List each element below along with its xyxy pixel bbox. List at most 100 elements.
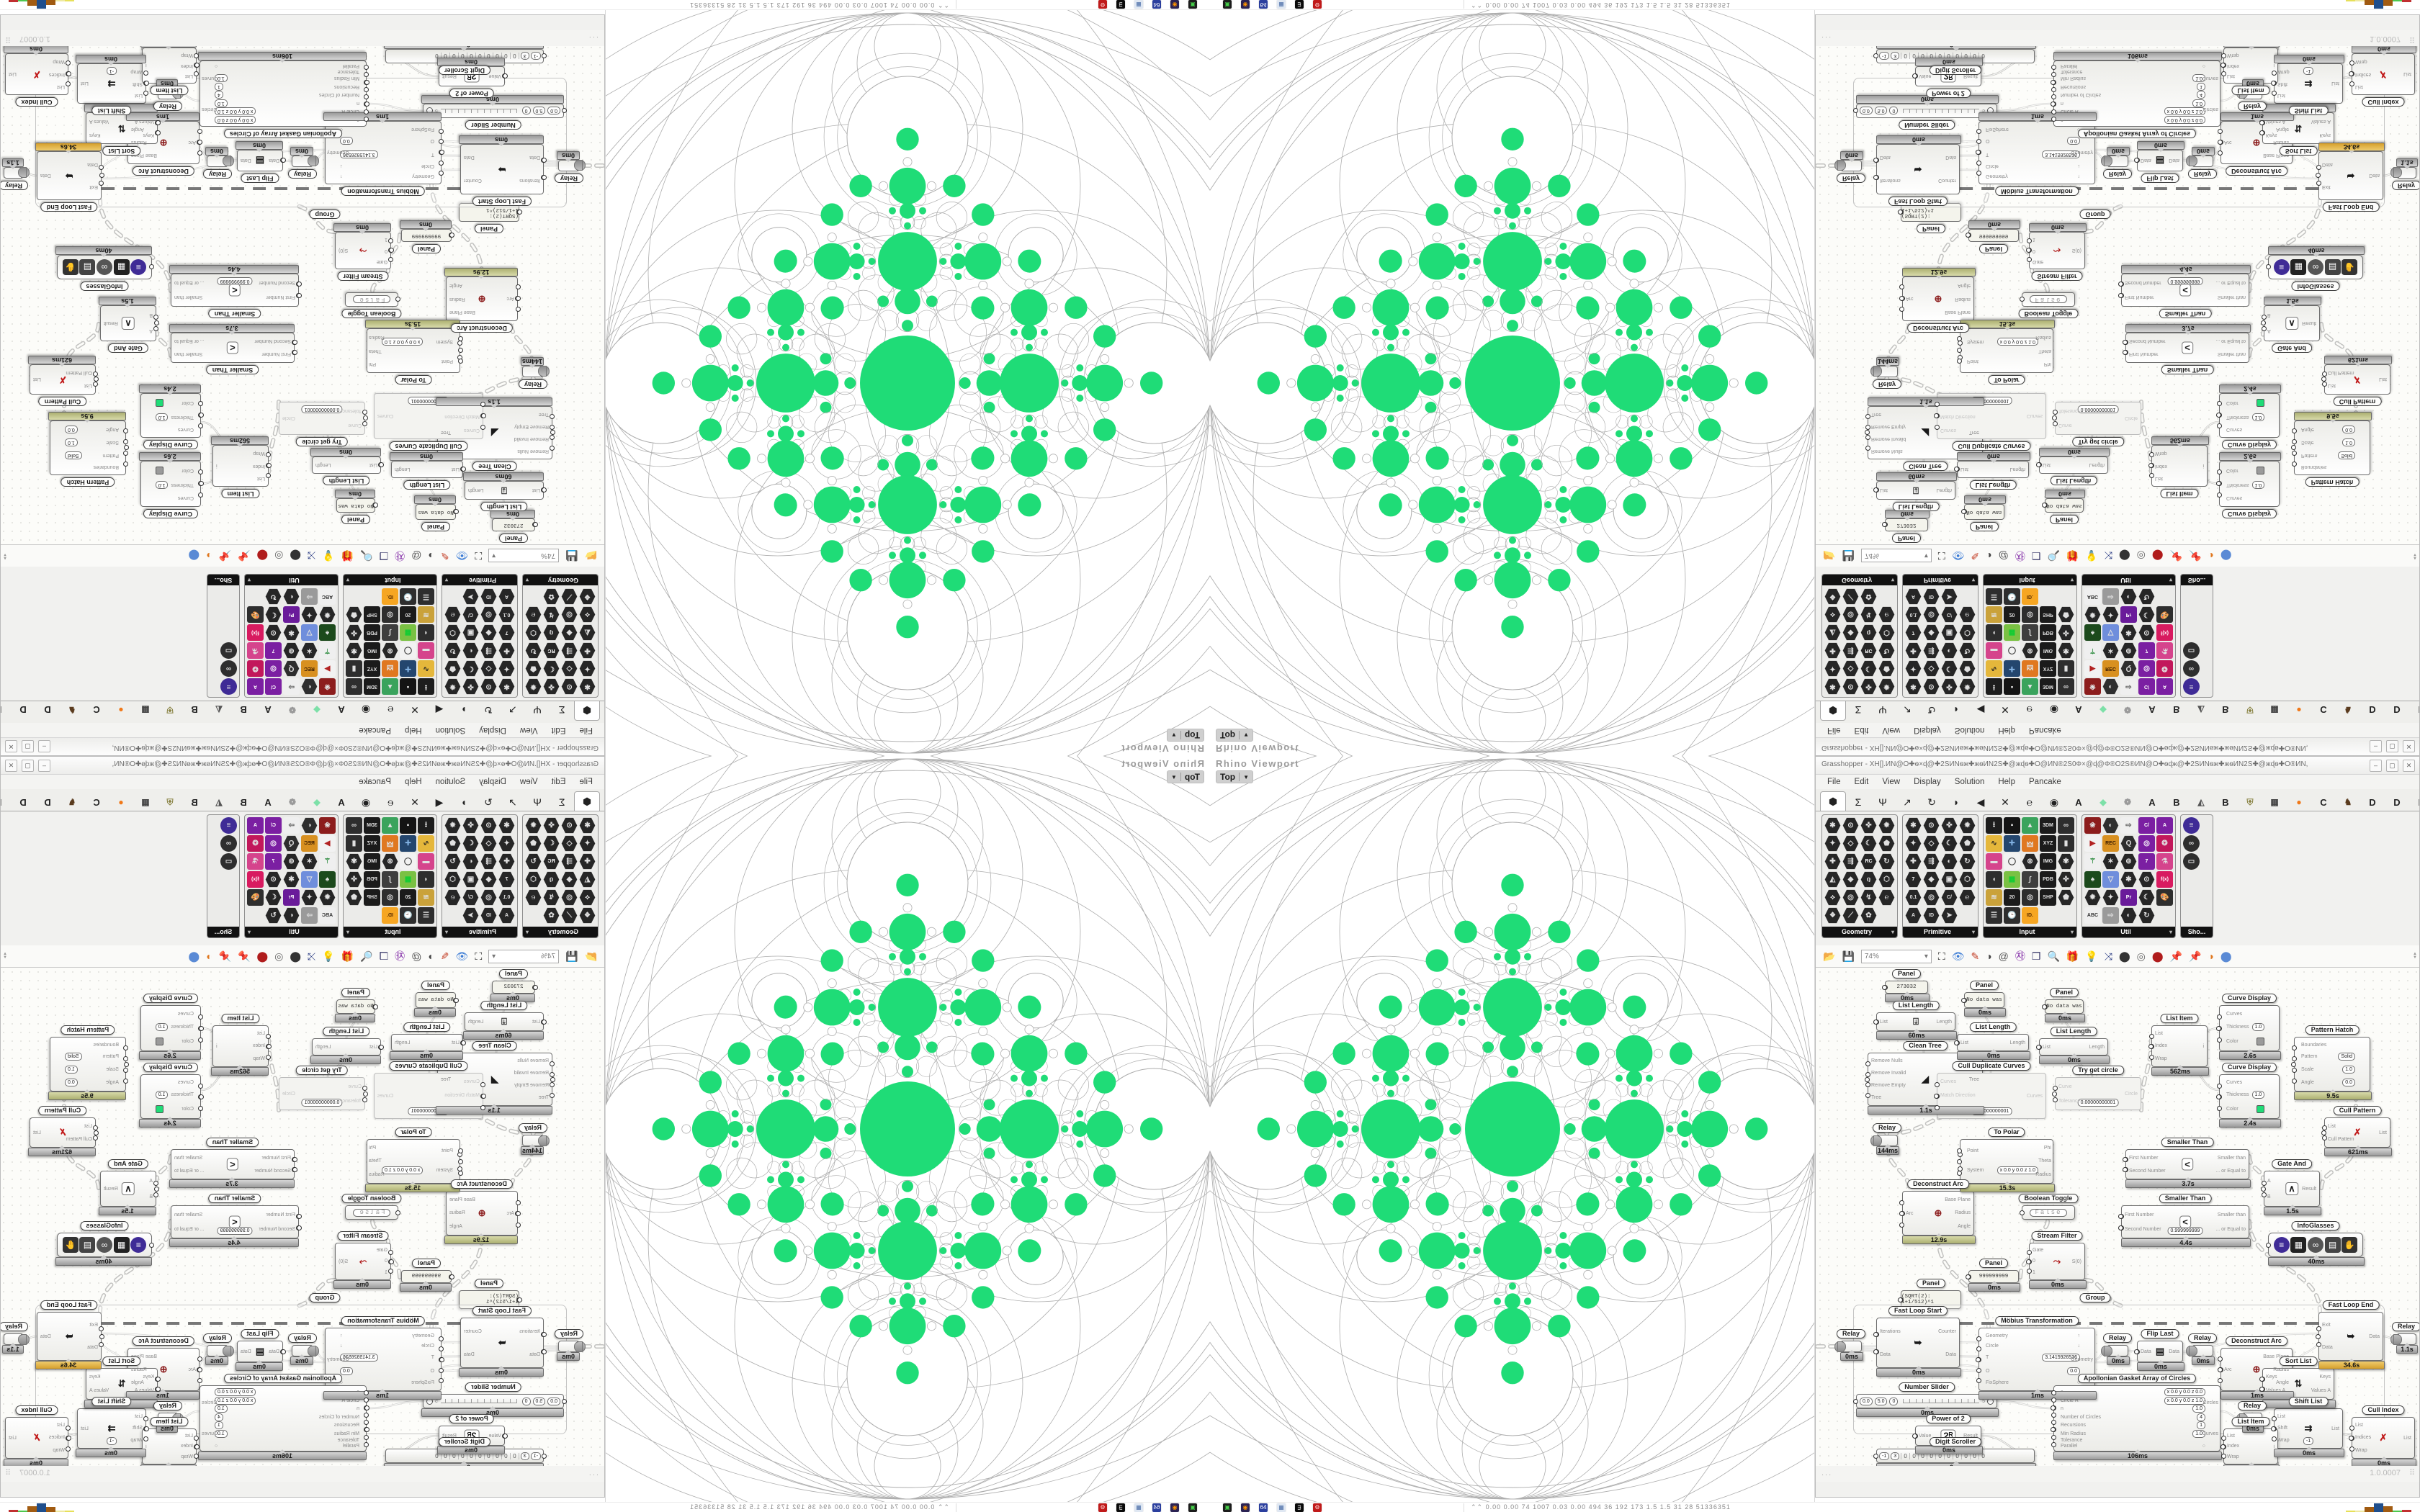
- node-label[interactable]: Power of 2: [449, 89, 494, 98]
- preview-solid-icon[interactable]: ◑: [428, 550, 434, 562]
- node-body-pattern-hatch[interactable]: Boundaries Pattern Solid Scale 1.0 Angle 0.0: [50, 420, 126, 475]
- palette-icon[interactable]: 🕒: [400, 907, 416, 924]
- palette-icon[interactable]: ⊙: [265, 871, 282, 888]
- rhino-viewport[interactable]: Rhino Viewport Top ▼: [1210, 10, 1815, 756]
- palette-icon[interactable]: ⚚: [2084, 853, 2101, 870]
- node-body-panel[interactable]: No data was: [416, 504, 456, 520]
- tab-icon-5[interactable]: ◗: [1944, 793, 1968, 811]
- node-label[interactable]: List Length: [480, 1001, 528, 1010]
- node-label[interactable]: Boolean Toggle: [2018, 309, 2079, 318]
- node-body-panel[interactable]: (SQRT(2): 1+1/512)^1: [1901, 1290, 1961, 1309]
- node-label[interactable]: Power of 2: [1926, 1414, 1971, 1423]
- tab-icon-6[interactable]: ◀: [1968, 701, 1993, 719]
- palette-icon[interactable]: ∞: [346, 817, 362, 834]
- preview-eye-icon[interactable]: 👁: [455, 550, 469, 562]
- open-folder-icon[interactable]: 📂: [584, 950, 597, 962]
- port-dot[interactable]: [2118, 292, 2123, 298]
- sphere-dark-icon[interactable]: ⬤: [2118, 950, 2130, 962]
- palette-icon[interactable]: 🕒: [400, 588, 416, 605]
- node-body-cull-index[interactable]: List Indices Wrap List ✗: [5, 1417, 68, 1459]
- node-label[interactable]: Möbius Transformation: [1995, 1316, 2079, 1326]
- palette-icon[interactable]: ▬: [418, 642, 434, 659]
- tab-plugin-2[interactable]: ❁: [2123, 797, 2132, 807]
- node-label[interactable]: List Item: [2231, 86, 2270, 95]
- search-s-icon[interactable]: 🔍: [2047, 550, 2060, 562]
- port-dot[interactable]: [266, 1054, 271, 1060]
- palette-icon[interactable]: ABC: [2084, 588, 2101, 605]
- infoglasses-icon[interactable]: ∞: [97, 259, 113, 275]
- node-body-shift-list[interactable]: List Shift Wrap List ⇉ -1: [77, 63, 146, 104]
- rhino-icon[interactable]: ᴟ: [1295, 1503, 1304, 1512]
- palette-icon[interactable]: ⊙: [265, 624, 282, 641]
- node-body-list-item[interactable]: List Index Wrap i: [2223, 1428, 2278, 1464]
- palette-icon[interactable]: ↯: [543, 606, 560, 623]
- port-dot[interactable]: [449, 1274, 454, 1279]
- palette-icon[interactable]: ◐: [301, 817, 318, 834]
- zoom-extents-icon[interactable]: ⛶: [1937, 950, 1945, 962]
- palette-icon[interactable]: ✜: [2058, 871, 2074, 888]
- digit-cell[interactable]: 0: [1927, 1452, 1935, 1459]
- node-label[interactable]: Möbius Transformation: [341, 186, 425, 196]
- digit-cell[interactable]: 0: [1953, 1452, 1961, 1459]
- node-label[interactable]: Number Slider: [1899, 1382, 1955, 1392]
- menu-pancake[interactable]: Pancake: [2029, 726, 2061, 734]
- node-label[interactable]: Digit Scroller: [1929, 1437, 1982, 1446]
- node-body-boolean-toggle[interactable]: False: [345, 292, 398, 307]
- port-dot[interactable]: [143, 91, 148, 96]
- node-label[interactable]: Deconstruct Arc: [1907, 1179, 1969, 1189]
- node-body-list-item[interactable]: List Index Wrap i: [212, 445, 269, 487]
- tab-plugin-3[interactable]: A: [2148, 796, 2156, 808]
- color-swatch[interactable]: [2257, 1104, 2264, 1113]
- node-body-try-get-circle[interactable]: Curve Tolerance Circle 0.00000000001: [279, 1077, 365, 1110]
- palette-icon[interactable]: ❖: [1824, 907, 1841, 924]
- palette-icon[interactable]: C/: [2138, 678, 2155, 695]
- port-dot[interactable]: [1912, 1434, 1917, 1439]
- node-label[interactable]: Try get circle: [2072, 437, 2124, 446]
- row-value[interactable]: x 0.0 y 0.0 z 1.0: [2164, 1396, 2205, 1405]
- row-value[interactable]: x 0.0 y 0.0 z 0.0: [2164, 115, 2205, 124]
- floppy64-icon[interactable]: 64: [1259, 0, 1268, 9]
- palette-icon[interactable]: ✱: [2120, 624, 2137, 641]
- tab-plugin-1[interactable]: ◆: [313, 797, 321, 807]
- menu-help[interactable]: Help: [1998, 726, 2016, 734]
- palette-icon[interactable]: ↻: [444, 853, 461, 870]
- infoglasses-icon[interactable]: ✋: [2341, 1237, 2358, 1253]
- palette-icon[interactable]: ▭: [2183, 642, 2200, 659]
- close-button[interactable]: ✕: [5, 760, 17, 772]
- port-dot[interactable]: [124, 445, 129, 450]
- digit-cell[interactable]: 0: [1901, 1452, 1909, 1459]
- palette-icon[interactable]: ☾: [2138, 889, 2155, 906]
- node-label[interactable]: List Length: [1969, 480, 2017, 490]
- node-body-cull-pattern[interactable]: List Cull Pattern List ✗: [2324, 364, 2390, 395]
- preview-eye-icon[interactable]: 👁: [1951, 550, 1965, 562]
- palette-icon[interactable]: ♠: [319, 871, 336, 888]
- node-body-smaller-than[interactable]: First Number Second Number Smaller than...…: [2125, 1149, 2249, 1179]
- row-value[interactable]: x 0.0 y 0.0 z 1.0: [2164, 107, 2205, 116]
- palette-icon[interactable]: A: [247, 817, 264, 834]
- port-dot[interactable]: [2218, 140, 2223, 145]
- port-dot[interactable]: [2291, 445, 2296, 450]
- port-dot[interactable]: [2042, 503, 2047, 508]
- palette-icon[interactable]: ✹: [1959, 817, 1976, 834]
- sketch-pen-icon[interactable]: ✎: [440, 950, 449, 962]
- palette-icon[interactable]: ✜: [1941, 678, 1958, 695]
- node-label[interactable]: Shift List: [91, 106, 132, 115]
- palette-icon[interactable]: ◖: [418, 871, 434, 888]
- group-label[interactable]: Group: [309, 210, 341, 219]
- palette-icon[interactable]: ✜: [346, 624, 362, 641]
- at-icon[interactable]: @: [1998, 550, 2009, 562]
- calculator-icon[interactable]: ▦: [1134, 0, 1143, 9]
- palette-icon[interactable]: ✦: [1824, 660, 1841, 677]
- palette-icon[interactable]: PDB: [364, 871, 380, 888]
- palette-icon[interactable]: 20: [2004, 889, 2020, 906]
- port-dot[interactable]: [480, 1105, 485, 1110]
- node-label[interactable]: Apollonian Gasket Array of Circles: [2077, 129, 2197, 138]
- node-label[interactable]: Cull Pattern: [38, 1106, 87, 1115]
- node-label[interactable]: Curve Display: [143, 440, 199, 449]
- node-label[interactable]: Deconstruct Arc: [2226, 1336, 2287, 1346]
- tab-plugin-0[interactable]: A: [2075, 796, 2082, 808]
- tab-plugin-2[interactable]: ❁: [288, 797, 297, 807]
- palette-icon[interactable]: ∞: [220, 835, 237, 852]
- toolbar-scroll[interactable]: ▲ ▼: [3, 952, 7, 960]
- palette-icon[interactable]: ID.: [382, 907, 398, 924]
